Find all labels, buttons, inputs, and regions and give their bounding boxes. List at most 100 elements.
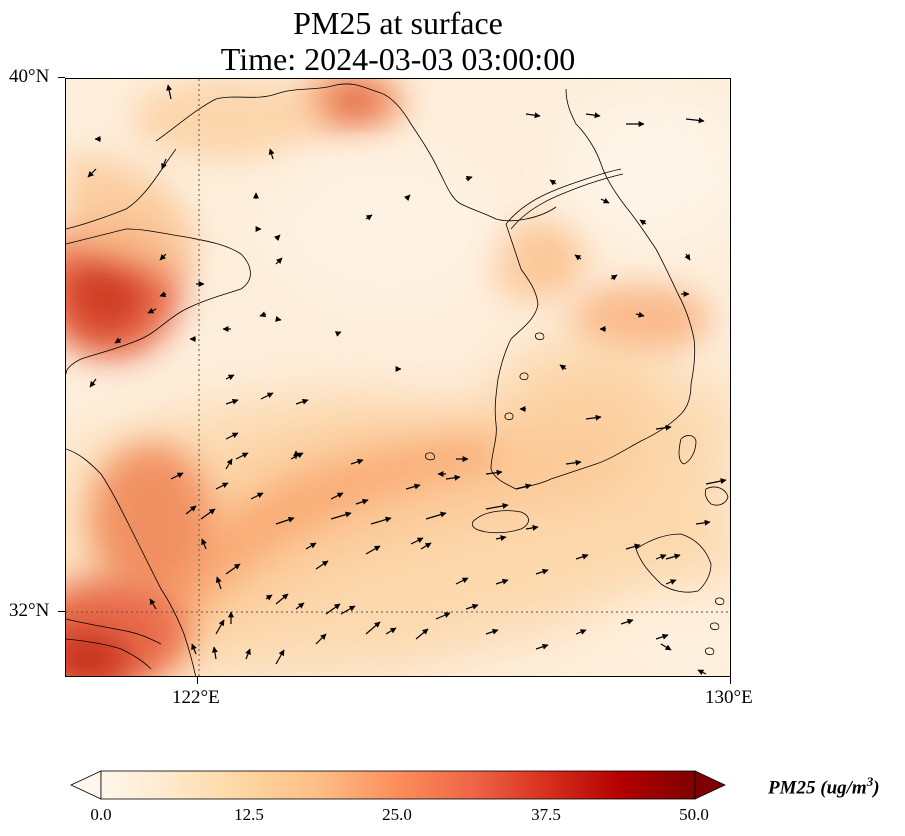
wind-vector-32 [585, 414, 602, 421]
wind-vector-43 [315, 633, 327, 645]
wind-vector-83 [684, 253, 691, 261]
wind-vectors [87, 84, 727, 676]
map-canvas [66, 79, 730, 676]
wind-vector-105 [365, 214, 373, 221]
wind-vector-67 [225, 458, 233, 470]
colorbar [70, 770, 726, 800]
wind-vector-95 [330, 492, 344, 500]
wind-vector-55 [305, 542, 317, 550]
wind-vector-56 [355, 498, 369, 505]
wind-vector-94 [365, 545, 381, 555]
wind-vector-31 [565, 459, 582, 466]
wind-vector-7 [159, 253, 167, 261]
wind-vector-75 [620, 618, 634, 625]
wind-vector-70 [420, 542, 432, 550]
wind-vector-22 [250, 492, 264, 500]
wind-vector-111 [147, 307, 157, 314]
wind-vector-54 [265, 594, 273, 601]
wind-vector-10 [275, 315, 282, 322]
wind-vector-2 [87, 168, 97, 178]
wind-vector-15 [295, 398, 309, 405]
wind-vector-60 [191, 643, 197, 655]
colorbar-extend-min [70, 770, 102, 800]
wind-vector-27 [370, 516, 392, 525]
wind-vector-45 [385, 627, 397, 635]
wind-vector-106 [404, 194, 411, 201]
wind-vector-53 [695, 519, 711, 526]
wind-vector-59 [485, 469, 503, 476]
colorbar-label: PM25 (ug/m3) [768, 774, 880, 799]
wind-vector-102 [585, 112, 601, 119]
colorbar-body [100, 770, 696, 800]
tick-mark-130e [730, 677, 731, 684]
colorbar-tick-3: 37.5 [531, 805, 561, 824]
wind-vector-21 [215, 482, 229, 490]
wind-vector-80 [549, 179, 557, 186]
gridlines [66, 79, 730, 676]
colorbar-tick-2: 25.0 [382, 805, 412, 824]
wind-vector-42 [275, 649, 285, 665]
colorbar-tick-0: 0.0 [90, 805, 112, 824]
wind-vector-46 [435, 612, 451, 620]
wind-vector-76 [655, 633, 669, 640]
wind-vector-68 [200, 508, 216, 520]
colorbar-label-main: PM25 (ug/m [768, 777, 867, 799]
wind-vector-34 [705, 478, 727, 485]
wind-vector-16 [225, 432, 239, 440]
wind-vector-69 [315, 560, 329, 570]
lat-tick-label-40n: 40°N [9, 66, 50, 87]
wind-vector-50 [575, 553, 589, 560]
wind-vector-30 [515, 483, 532, 490]
wind-vector-19 [350, 458, 364, 465]
map-title: PM25 at surface [293, 5, 503, 41]
wind-vector-63 [211, 646, 218, 660]
wind-vector-37 [325, 603, 341, 615]
colorbar-tick-4: 50.0 [679, 805, 709, 824]
wind-vector-78 [660, 643, 672, 651]
map-time-subtitle: Time: 2024-03-03 03:00:00 [220, 41, 576, 77]
wind-vector-103 [275, 257, 283, 265]
wind-vector-13 [225, 398, 239, 405]
wind-vector-112 [114, 337, 122, 344]
wind-vector-58 [445, 474, 461, 481]
colorbar-tick-1: 12.5 [234, 805, 264, 824]
wind-vector-57 [405, 483, 421, 490]
wind-vector-47 [465, 603, 479, 610]
coastlines [66, 83, 729, 676]
wind-vector-20 [170, 472, 184, 480]
wind-vector-48 [495, 578, 509, 585]
wind-vector-113 [89, 378, 97, 388]
wind-vector-107 [465, 175, 473, 182]
wind-vector-74 [575, 629, 587, 635]
wind-vector-98 [655, 554, 667, 560]
wind-vector-28 [425, 511, 447, 520]
tick-mark-32n [58, 611, 65, 612]
wind-vector-35 [225, 563, 241, 575]
colorbar-label-close: ) [873, 777, 880, 799]
pm25-field [66, 79, 730, 676]
wind-vector-44 [340, 605, 356, 615]
wind-vector-85 [574, 254, 582, 261]
wind-vector-71 [455, 577, 469, 585]
wind-vector-52 [665, 553, 681, 560]
tick-mark-122e [197, 677, 198, 684]
wind-vector-3 [161, 158, 167, 170]
wind-vector-25 [275, 516, 295, 525]
wind-vector-96 [495, 535, 507, 542]
wind-vector-65 [215, 576, 222, 590]
wind-vector-51 [625, 543, 641, 550]
wind-vector-61 [245, 648, 251, 660]
wind-vector-72 [485, 628, 499, 635]
wind-vector-114 [225, 374, 235, 381]
tick-mark-40n [58, 77, 65, 78]
wind-vector-82 [639, 219, 647, 226]
wind-vector-77 [697, 669, 707, 676]
wind-vector-86 [610, 274, 618, 281]
wind-vector-87 [635, 311, 645, 318]
wind-vector-79 [525, 112, 541, 119]
wind-vector-0 [166, 84, 173, 100]
wind-vector-93 [410, 537, 424, 545]
wind-vector-4 [268, 148, 275, 160]
wind-vector-81 [600, 197, 610, 204]
wind-vector-101 [685, 117, 705, 124]
